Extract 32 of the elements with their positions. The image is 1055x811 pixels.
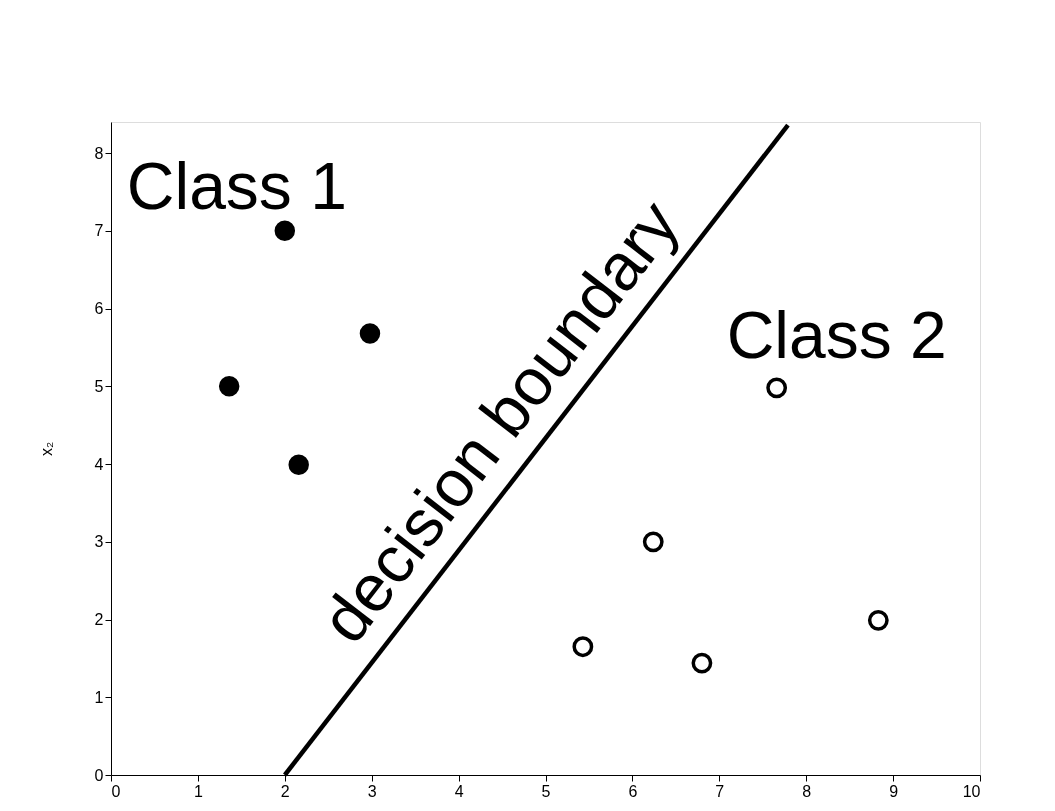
- y-tick-label: 7: [94, 222, 104, 240]
- point: [218, 376, 240, 397]
- x-tick-label: 3: [367, 782, 377, 800]
- y-axis-title: x₂: [37, 441, 55, 457]
- point: [288, 454, 309, 476]
- y-tick-label: 5: [94, 377, 104, 395]
- x-tick-label: 9: [889, 782, 899, 800]
- point: [572, 636, 594, 658]
- y-tick-label: 1: [94, 688, 104, 706]
- point: [766, 377, 788, 399]
- point: [274, 220, 296, 242]
- y-tick-label: 0: [94, 766, 104, 784]
- x-tick-label: 10: [962, 782, 981, 800]
- y-tick-label: 2: [94, 611, 104, 629]
- x-tick-label: 1: [193, 782, 203, 800]
- point: [359, 323, 381, 344]
- x-tick-label: 8: [802, 782, 812, 800]
- series-label: Class 2: [726, 297, 947, 372]
- y-tick-label: 3: [94, 533, 104, 551]
- point: [642, 531, 664, 553]
- y-tick-label: 6: [94, 300, 104, 318]
- x-tick-label: 4: [454, 782, 464, 800]
- x-tick-label: 0: [111, 782, 121, 800]
- x-tick-label: 7: [715, 782, 725, 800]
- x-tick-label: 6: [628, 782, 638, 800]
- x-tick-label: 5: [541, 782, 551, 800]
- point: [867, 609, 889, 631]
- series-label: Class 1: [126, 148, 347, 223]
- point: [691, 652, 713, 674]
- y-tick-label: 8: [94, 144, 104, 162]
- y-tick-label: 4: [94, 455, 104, 473]
- x-tick-label: 2: [280, 782, 290, 800]
